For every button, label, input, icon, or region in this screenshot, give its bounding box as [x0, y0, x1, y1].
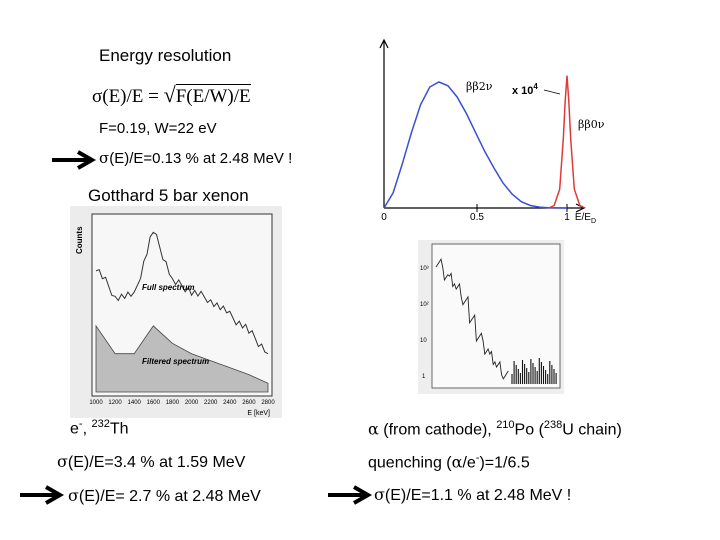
arrow-icon: [328, 485, 373, 505]
x-tick-labels: 1000 1200 1400 1600 1800 2000 2200 2400 2600 2800: [89, 400, 275, 406]
alpha-spectrum-plot: 10³ 10² 10 1: [418, 240, 564, 394]
section-heading: Energy resolution: [99, 46, 232, 65]
quenching-factor: quenching (α/e-)=1/6.5: [368, 452, 530, 472]
x-tick-label: 1600: [147, 400, 161, 406]
scale-pointer: [543, 89, 561, 95]
x-tick-label: 1400: [128, 400, 142, 406]
fano-params: F=0.19, W=22 eV: [99, 120, 217, 137]
resolution-text: (E)/E=0.13 % at 2.48 MeV !: [109, 150, 293, 167]
u-mass-number: 238: [543, 419, 563, 431]
x-tick-label: 1200: [108, 400, 122, 406]
x-tick-label: 0: [381, 212, 387, 223]
right-resolution: σ(E)/E=1.1 % at 2.48 MeV !: [374, 485, 571, 505]
sigma-symbol: σ: [68, 486, 79, 505]
x-tick-label: 2000: [185, 400, 199, 406]
x-axis-label: E [keV]: [247, 410, 270, 417]
arrow-icon: [52, 150, 97, 170]
x-tick-label: 2200: [204, 400, 218, 406]
y-tick-label: 1: [422, 374, 426, 380]
electron-symbol: e: [70, 420, 79, 438]
scale-base: x 10: [512, 85, 533, 97]
theoretical-resolution: σ(E)/E=0.13 % at 2.48 MeV !: [99, 149, 292, 167]
caption-text: (from cathode),: [378, 421, 497, 439]
quenching-text: quenching (: [368, 454, 452, 472]
left-resolution-2: σ(E)/E= 2.7 % at 2.48 MeV: [68, 486, 261, 506]
x-tick-label: 2800: [261, 400, 275, 406]
label-filtered-spectrum: Filtered spectrum: [142, 357, 209, 366]
x-tick-label: 2600: [242, 400, 256, 406]
y-axis-arrow: [379, 38, 389, 49]
u-text: U chain): [562, 421, 622, 439]
gotthard-spectrum-plot: Counts Full spectrum Filtered spectrum 1…: [70, 206, 282, 418]
double-beta-spectrum-plot: ββ2ν ββ0ν x 104 0 0.5 1 E/ED: [379, 38, 604, 225]
left-caption: e-, 232Th: [70, 418, 129, 438]
th-mass-number: 232: [91, 418, 110, 430]
arrow-icon: [20, 485, 65, 505]
resolution-text: (E)/E=3.4 % at 1.59 MeV: [67, 454, 246, 471]
x-tick-label: 1800: [166, 400, 180, 406]
resolution-formula: σ(E)/E = √F(E/W)/E: [92, 82, 251, 108]
full-spectrum-line: [95, 231, 269, 355]
alpha-spectrum-line: [435, 258, 509, 380]
series-2nu-line: [383, 81, 568, 209]
scale-label: x 104: [512, 82, 538, 97]
label-full-spectrum: Full spectrum: [142, 283, 194, 292]
left-resolution-1: σ(E)/E=3.4 % at 1.59 MeV: [57, 452, 245, 472]
sigma-symbol: σ: [57, 452, 68, 471]
quenching-ratio: /e: [462, 454, 476, 472]
y-tick-label: 10²: [420, 302, 429, 308]
sigma-symbol: σ: [374, 485, 385, 504]
x-tick-label: 1000: [89, 400, 103, 406]
po-text: Po (: [514, 421, 544, 439]
th-symbol: Th: [109, 420, 129, 438]
filtered-spectrum-area: [95, 324, 269, 393]
x-tick-label: 1: [564, 212, 570, 223]
quenching-value: )=1/6.5: [479, 454, 530, 472]
x-axis-label: E/ED: [575, 212, 596, 225]
label-2nu: ββ2ν: [466, 80, 493, 93]
y-tick-label: 10: [420, 338, 427, 344]
y-axis-label: Counts: [75, 226, 84, 254]
x-label-sub: D: [591, 218, 596, 225]
sigma-symbol: σ: [99, 149, 110, 167]
alpha-symbol: α: [451, 452, 463, 472]
x-label-main: E/E: [575, 212, 591, 223]
scale-exp: 4: [533, 82, 538, 91]
gotthard-label: Gotthard 5 bar xenon: [88, 186, 249, 205]
formula-lhs: σ(E)/E =: [92, 86, 164, 107]
caption-sep: ,: [82, 420, 92, 438]
alpha-symbol: α: [368, 419, 379, 439]
electron-charge: -: [475, 452, 480, 464]
formula-rhs: F(E/W)/E: [175, 84, 251, 107]
x-tick-label: 0.5: [470, 212, 484, 223]
label-0nu: ββ0ν: [578, 118, 604, 131]
electron-charge: -: [78, 418, 83, 430]
x-tick-label: 2400: [223, 400, 237, 406]
resolution-text: (E)/E=1.1 % at 2.48 MeV !: [384, 487, 572, 504]
resolution-text: (E)/E= 2.7 % at 2.48 MeV: [78, 488, 261, 505]
po-mass-number: 210: [496, 419, 515, 431]
alpha-tail-bars: [511, 358, 557, 384]
series-0nu-line: [548, 75, 586, 209]
y-tick-label: 10³: [420, 266, 429, 272]
sqrt-sign: √: [163, 82, 176, 107]
right-caption: α (from cathode), 210Po (238U chain): [368, 419, 622, 439]
